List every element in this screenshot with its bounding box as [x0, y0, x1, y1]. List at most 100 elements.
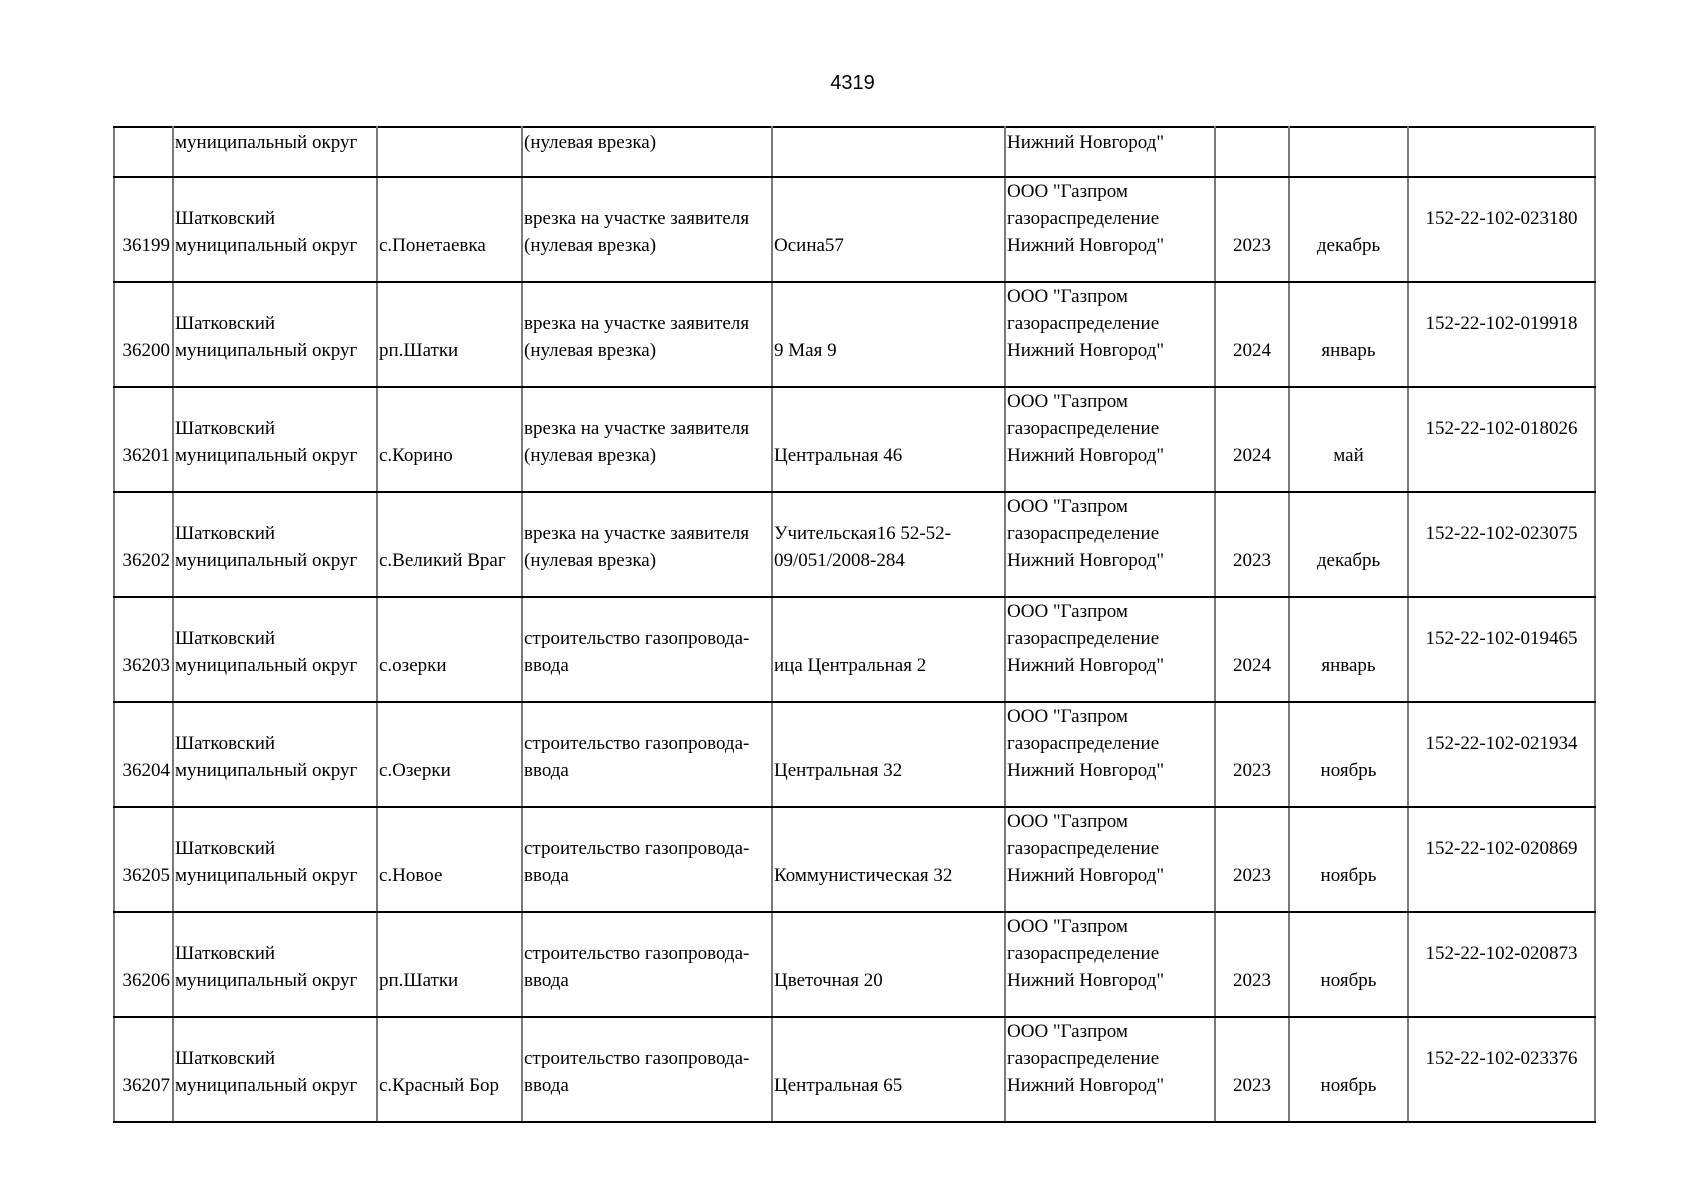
table-row: 36200 Шатковский муниципальный округ рп.Шат… — [113, 281, 1596, 388]
cell-code: 152-22-102-019465 — [1407, 596, 1596, 703]
cell-code: 152-22-102-023376 — [1407, 1016, 1596, 1123]
cell-org: ООО "Газпром газораспределение Нижний Новг… — [1004, 911, 1216, 1018]
cell-address-line: Коммунистическая 32 — [774, 865, 953, 886]
cell-org: ООО "Газпром газораспределение Нижний Новг… — [1004, 281, 1216, 388]
table-row: 36201 Шатковский муниципальный округ с.Кори… — [113, 386, 1596, 493]
cell-org-line: газораспределение — [1007, 208, 1160, 229]
cell-org-line: Нижний Новгород" — [1007, 340, 1165, 361]
cell-work-line: врезка на участке заявителя — [524, 208, 750, 229]
cell-address-line: Центральная 32 — [774, 760, 903, 781]
cell-year: 2024 — [1214, 281, 1290, 388]
cell-address — [771, 126, 1006, 178]
cell-work: (нулевая врезка) — [521, 126, 773, 178]
cell-address-line: Центральная 65 — [774, 1075, 903, 1096]
cell-locality: рп.Шатки — [376, 911, 523, 1018]
cell-district-line: муниципальный округ — [175, 655, 358, 676]
cell-work-line: ввода — [524, 760, 569, 781]
cell-month — [1288, 126, 1409, 178]
cell-org-line: Нижний Новгород" — [1007, 760, 1165, 781]
cell-month: декабрь — [1288, 176, 1409, 283]
cell-org: ООО "Газпром газораспределение Нижний Новг… — [1004, 806, 1216, 913]
cell-code: 152-22-102-023180 — [1407, 176, 1596, 283]
table-row-continuation: муниципальный округ (нулевая врезка) Ниж… — [113, 126, 1596, 178]
cell-month: ноябрь — [1288, 1016, 1409, 1123]
cell-num: 36205 — [113, 806, 174, 913]
cell-year: 2023 — [1214, 176, 1290, 283]
cell-month: январь — [1288, 281, 1409, 388]
cell-district-line: муниципальный округ — [175, 445, 358, 466]
cell-address-line: Цветочная 20 — [774, 970, 883, 991]
cell-num: 36202 — [113, 491, 174, 598]
cell-work-line: строительство газопровода- — [524, 628, 750, 649]
cell-address: Учительская16 52-52- 09/051/2008-284 — [771, 491, 1006, 598]
cell-num: 36199 — [113, 176, 174, 283]
cell-work-line: врезка на участке заявителя — [524, 418, 750, 439]
cell-org-line: Нижний Новгород" — [1007, 655, 1165, 676]
cell-org: Нижний Новгород" — [1004, 126, 1216, 178]
cell-code: 152-22-102-019918 — [1407, 281, 1596, 388]
cell-address: ица Центральная 2 — [771, 596, 1006, 703]
cell-year: 2024 — [1214, 596, 1290, 703]
cell-locality: с.Великий Враг — [376, 491, 523, 598]
gasification-table: муниципальный округ (нулевая врезка) Ниж… — [113, 126, 1596, 1123]
cell-year — [1214, 126, 1290, 178]
cell-address: Коммунистическая 32 — [771, 806, 1006, 913]
cell-work-line: врезка на участке заявителя — [524, 313, 750, 334]
cell-org-line: ООО "Газпром — [1007, 391, 1128, 412]
cell-org-line: газораспределение — [1007, 418, 1160, 439]
cell-district-line: муниципальный округ — [175, 340, 358, 361]
cell-district-line: Шатковский — [175, 943, 276, 964]
cell-address: 9 Мая 9 — [771, 281, 1006, 388]
cell-work-line: строительство газопровода- — [524, 943, 750, 964]
cell-locality: с.Красный Бор — [376, 1016, 523, 1123]
cell-org-line: ООО "Газпром — [1007, 1021, 1128, 1042]
cell-org-line: ООО "Газпром — [1007, 496, 1128, 517]
cell-district-line: Шатковский — [175, 733, 276, 754]
cell-district: Шатковский муниципальный округ — [172, 596, 378, 703]
cell-district: Шатковский муниципальный округ — [172, 806, 378, 913]
cell-district-line: Шатковский — [175, 208, 276, 229]
cell-org-line: газораспределение — [1007, 838, 1160, 859]
cell-code: 152-22-102-021934 — [1407, 701, 1596, 808]
cell-address-line: Центральная 46 — [774, 445, 903, 466]
cell-address-line: 09/051/2008-284 — [774, 550, 905, 571]
cell-address-line: ица Центральная 2 — [774, 655, 927, 676]
cell-work-line: (нулевая врезка) — [524, 235, 657, 256]
cell-org: ООО "Газпром газораспределение Нижний Новг… — [1004, 1016, 1216, 1123]
cell-org-line: газораспределение — [1007, 733, 1160, 754]
cell-work-line: строительство газопровода- — [524, 838, 750, 859]
cell-org-line: газораспределение — [1007, 1048, 1160, 1069]
cell-work: строительство газопровода-ввода — [521, 806, 773, 913]
cell-locality: с.Корино — [376, 386, 523, 493]
cell-month: ноябрь — [1288, 911, 1409, 1018]
cell-district: муниципальный округ — [172, 126, 378, 178]
cell-district-line: муниципальный округ — [175, 970, 358, 991]
cell-org-line: ООО "Газпром — [1007, 916, 1128, 937]
cell-work: строительство газопровода-ввода — [521, 1016, 773, 1123]
cell-district-line: муниципальный округ — [175, 235, 358, 256]
cell-org-line: газораспределение — [1007, 313, 1160, 334]
cell-org: ООО "Газпром газораспределение Нижний Новг… — [1004, 176, 1216, 283]
cell-code — [1407, 126, 1596, 178]
cell-district-line: Шатковский — [175, 838, 276, 859]
cell-org-line: Нижний Новгород" — [1007, 550, 1165, 571]
cell-locality: с.озерки — [376, 596, 523, 703]
cell-address: Центральная 46 — [771, 386, 1006, 493]
cell-year: 2023 — [1214, 806, 1290, 913]
cell-district-line: муниципальный округ — [175, 760, 358, 781]
cell-address: Цветочная 20 — [771, 911, 1006, 1018]
cell-work: строительство газопровода-ввода — [521, 701, 773, 808]
cell-num: 36200 — [113, 281, 174, 388]
cell-address-line: Осина57 — [774, 235, 844, 256]
cell-org-line: газораспределение — [1007, 943, 1160, 964]
cell-org-line: Нижний Новгород" — [1007, 970, 1165, 991]
cell-district-line: муниципальный округ — [175, 1075, 358, 1096]
cell-work-line: врезка на участке заявителя — [524, 523, 750, 544]
cell-org-line: Нижний Новгород" — [1007, 445, 1165, 466]
cell-address: Центральная 65 — [771, 1016, 1006, 1123]
table-row: 36206 Шатковский муниципальный округ рп.Шат… — [113, 911, 1596, 1018]
cell-num — [113, 126, 174, 178]
cell-district: Шатковский муниципальный округ — [172, 911, 378, 1018]
cell-num: 36204 — [113, 701, 174, 808]
cell-work-line: (нулевая врезка) — [524, 550, 657, 571]
